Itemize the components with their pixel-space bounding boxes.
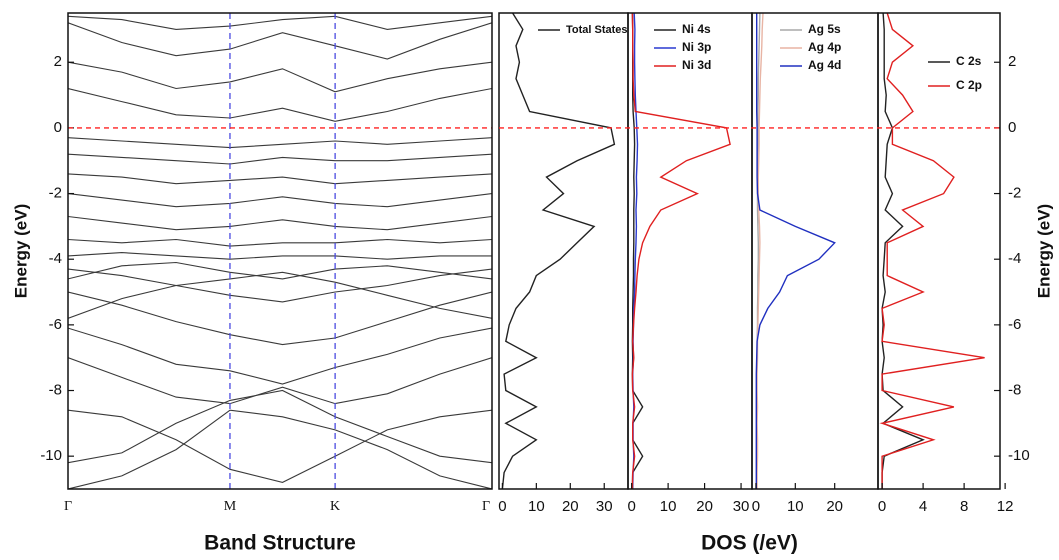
x-tick-label: 10: [787, 498, 804, 515]
dos-curves: [755, 13, 836, 489]
frame: [67, 12, 493, 490]
band: [68, 389, 492, 464]
y-tick-label: 2: [54, 53, 62, 70]
y-tick-label: -2: [1008, 185, 1021, 202]
band: [68, 137, 492, 149]
dos-curve: [631, 13, 644, 489]
x-tick-label: 20: [562, 498, 579, 515]
band: [68, 357, 492, 405]
x-tick-label: Γ: [482, 499, 490, 514]
y-tick-label: -6: [49, 316, 62, 333]
band: [68, 15, 492, 30]
y-tick-label: -4: [49, 250, 62, 267]
legend-label: C 2p: [956, 78, 982, 92]
dos-curve: [879, 13, 985, 489]
legend-label: Ag 4p: [808, 40, 841, 54]
frame: [877, 12, 1001, 490]
y-tick-label: -2: [49, 185, 62, 202]
x-tick-label: K: [330, 499, 340, 514]
dos-curve: [501, 13, 616, 489]
band: [68, 173, 492, 185]
legend-label: Total States: [566, 24, 628, 36]
y-tick-label: -8: [1008, 381, 1021, 398]
band: [68, 22, 492, 60]
dos-curve: [631, 13, 731, 489]
x-axis-title: Band Structure: [204, 532, 356, 555]
x-tick-label: 10: [528, 498, 545, 515]
legend-label: Ni 4s: [682, 22, 711, 36]
x-axis-title: DOS (/eV): [701, 532, 798, 555]
band: [68, 193, 492, 208]
x-tick-label: 8: [960, 498, 968, 515]
dos-curves: [631, 13, 731, 489]
y-tick-label: 2: [1008, 53, 1016, 70]
x-tick-label: 12: [997, 498, 1014, 515]
band-lines: [68, 15, 492, 489]
band: [68, 409, 492, 489]
x-tick-label: 20: [696, 498, 713, 515]
plot-layer: Γ M K Γ -10 -8 -6 -4 -2 0 2 Band Structure Energy (e…: [11, 12, 1053, 555]
dos-curve: [881, 13, 925, 489]
y-tick-label: 0: [54, 119, 62, 136]
x-tick-label: 0: [878, 498, 886, 515]
band: [68, 215, 492, 231]
band: [68, 291, 492, 346]
dos-curve: [756, 13, 764, 489]
band: [68, 87, 492, 122]
x-tick-label: 20: [826, 498, 843, 515]
dos-curve: [755, 13, 836, 489]
y-axis-title: Energy (eV): [11, 204, 30, 298]
x-tick-label: 0: [627, 498, 635, 515]
band: [68, 153, 492, 165]
x-tick-label: Γ: [64, 499, 72, 514]
x-tick-label: M: [224, 499, 237, 514]
x-tick-label: 4: [919, 498, 927, 515]
band: [68, 238, 492, 247]
band: [68, 271, 492, 319]
legend-label: Ag 4d: [808, 58, 841, 72]
legend-label: C 2s: [956, 54, 982, 68]
band: [68, 409, 492, 483]
legend-label: Ni 3p: [682, 40, 711, 54]
band: [68, 261, 492, 280]
x-tick-label: 0: [752, 498, 760, 515]
dos-curves: [501, 13, 616, 489]
y-tick-label: -6: [1008, 316, 1021, 333]
legend-label: Ni 3d: [682, 58, 711, 72]
y-tick-label: 0: [1008, 119, 1016, 136]
band: [68, 61, 492, 93]
band: [68, 327, 492, 385]
dos-curves: [879, 13, 985, 489]
y-tick-label: -10: [40, 447, 62, 464]
band: [68, 252, 492, 260]
y-tick-label: -8: [49, 381, 62, 398]
band: [68, 268, 492, 303]
y-tick-label: -10: [1008, 447, 1030, 464]
x-tick-label: 30: [596, 498, 613, 515]
x-tick-label: 10: [660, 498, 677, 515]
y-axis-title: Energy (eV): [1034, 204, 1053, 298]
x-tick-label: 30: [733, 498, 750, 515]
y-tick-label: -4: [1008, 250, 1021, 267]
legend-label: Ag 5s: [808, 22, 841, 36]
x-tick-label: 0: [498, 498, 506, 515]
